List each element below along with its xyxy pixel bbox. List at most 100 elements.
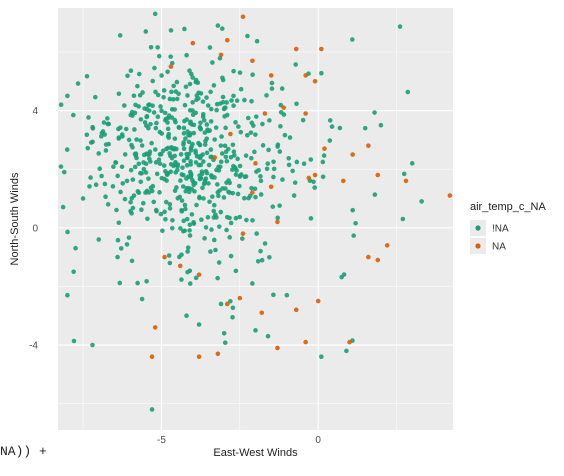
data-point-not-na bbox=[206, 181, 211, 186]
data-point-not-na bbox=[162, 209, 167, 215]
data-point-not-na bbox=[183, 188, 189, 194]
data-point-not-na bbox=[167, 260, 173, 266]
data-points bbox=[58, 11, 453, 412]
data-point-not-na bbox=[286, 155, 292, 161]
data-point-not-na bbox=[184, 176, 189, 181]
data-point-not-na bbox=[157, 152, 163, 157]
data-point-not-na bbox=[294, 101, 299, 107]
data-point-not-na bbox=[233, 172, 239, 177]
data-point-not-na bbox=[197, 142, 202, 147]
data-point-not-na bbox=[160, 148, 166, 154]
data-point-not-na bbox=[227, 215, 232, 221]
data-point-not-na bbox=[232, 164, 237, 170]
data-point-na bbox=[366, 143, 371, 149]
data-point-not-na bbox=[190, 100, 195, 105]
data-point-not-na bbox=[156, 53, 162, 59]
data-point-not-na bbox=[254, 231, 259, 236]
data-point-not-na bbox=[248, 155, 254, 161]
data-point-na bbox=[281, 105, 287, 110]
data-point-not-na bbox=[141, 166, 147, 172]
data-point-not-na bbox=[236, 124, 241, 129]
data-point-not-na bbox=[269, 86, 275, 91]
data-point-not-na bbox=[169, 60, 175, 66]
data-point-not-na bbox=[327, 118, 333, 123]
y-tick-label: 4 bbox=[32, 106, 38, 117]
data-point-not-na bbox=[223, 149, 229, 155]
data-point-not-na bbox=[122, 152, 128, 157]
data-point-not-na bbox=[129, 258, 135, 264]
data-point-not-na bbox=[230, 315, 235, 320]
data-point-not-na bbox=[167, 96, 173, 102]
data-point-not-na bbox=[212, 175, 217, 180]
data-point-not-na bbox=[149, 407, 155, 412]
data-point-not-na bbox=[215, 275, 220, 281]
data-point-not-na bbox=[194, 93, 200, 98]
data-point-not-na bbox=[213, 125, 219, 130]
data-point-na bbox=[224, 301, 230, 307]
data-point-not-na bbox=[180, 165, 185, 170]
data-point-not-na bbox=[255, 258, 261, 264]
data-point-not-na bbox=[223, 154, 229, 160]
data-point-na bbox=[268, 184, 274, 190]
data-point-not-na bbox=[252, 149, 257, 155]
data-point-not-na bbox=[116, 136, 122, 141]
data-point-na bbox=[347, 339, 352, 345]
data-point-not-na bbox=[162, 117, 168, 123]
data-point-not-na bbox=[116, 91, 122, 97]
data-point-not-na bbox=[265, 161, 271, 166]
data-point-not-na bbox=[254, 38, 260, 44]
data-point-not-na bbox=[187, 228, 192, 233]
data-point-not-na bbox=[187, 281, 193, 286]
data-point-not-na bbox=[118, 189, 123, 195]
data-point-not-na bbox=[215, 190, 221, 195]
data-point-not-na bbox=[139, 207, 144, 213]
data-point-not-na bbox=[138, 138, 143, 143]
data-point-not-na bbox=[282, 132, 288, 138]
data-point-not-na bbox=[189, 212, 195, 217]
data-point-not-na bbox=[231, 149, 237, 155]
data-point-na bbox=[312, 172, 318, 178]
data-point-na bbox=[253, 161, 258, 166]
data-point-not-na bbox=[115, 237, 121, 243]
data-point-not-na bbox=[262, 241, 268, 246]
data-point-not-na bbox=[247, 193, 253, 199]
data-point-not-na bbox=[179, 207, 184, 213]
data-point-not-na bbox=[258, 248, 263, 254]
data-point-not-na bbox=[65, 292, 70, 298]
data-point-not-na bbox=[152, 65, 157, 71]
data-point-not-na bbox=[143, 190, 148, 195]
data-point-not-na bbox=[169, 107, 175, 112]
data-point-not-na bbox=[105, 121, 111, 127]
data-point-not-na bbox=[193, 79, 199, 85]
data-point-not-na bbox=[181, 131, 187, 136]
data-point-not-na bbox=[99, 130, 105, 136]
data-point-not-na bbox=[284, 292, 290, 298]
data-point-not-na bbox=[233, 268, 239, 274]
data-point-not-na bbox=[182, 228, 188, 233]
data-point-not-na bbox=[203, 225, 209, 230]
data-point-not-na bbox=[138, 179, 144, 185]
data-point-na bbox=[315, 298, 321, 304]
data-point-not-na bbox=[191, 130, 197, 136]
data-point-not-na bbox=[198, 176, 203, 181]
data-point-not-na bbox=[319, 70, 324, 76]
data-point-not-na bbox=[223, 125, 228, 131]
data-point-not-na bbox=[184, 52, 189, 58]
data-point-not-na bbox=[174, 185, 179, 190]
data-point-not-na bbox=[178, 178, 183, 183]
data-point-not-na bbox=[128, 199, 133, 205]
data-point-not-na bbox=[245, 115, 251, 121]
data-point-not-na bbox=[250, 72, 255, 78]
data-point-not-na bbox=[312, 185, 317, 190]
data-point-na bbox=[262, 111, 268, 116]
data-point-not-na bbox=[185, 245, 191, 250]
data-point-not-na bbox=[209, 227, 214, 232]
data-point-not-na bbox=[260, 121, 265, 127]
data-point-not-na bbox=[71, 269, 76, 275]
data-point-not-na bbox=[125, 73, 130, 79]
data-point-not-na bbox=[230, 142, 236, 148]
data-point-not-na bbox=[202, 178, 208, 183]
data-point-not-na bbox=[319, 354, 324, 360]
data-point-not-na bbox=[266, 147, 271, 153]
data-point-not-na bbox=[181, 146, 187, 152]
